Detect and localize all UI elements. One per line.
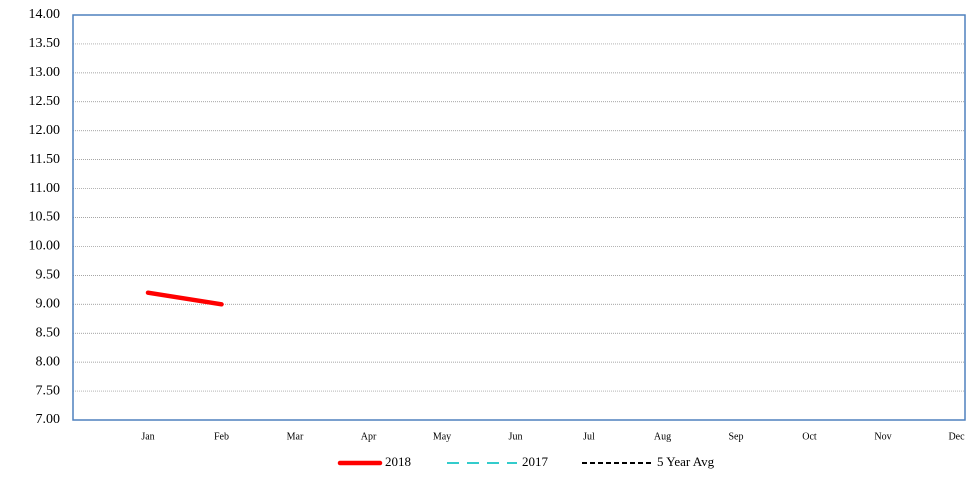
x-tick-label: May bbox=[433, 431, 451, 442]
x-tick-label: Feb bbox=[214, 431, 229, 442]
y-tick-label: 12.50 bbox=[29, 94, 61, 109]
y-tick-label: 13.50 bbox=[29, 36, 61, 51]
x-tick-label: Apr bbox=[361, 431, 377, 442]
plot-border bbox=[72, 14, 966, 421]
y-tick-label: 10.00 bbox=[29, 239, 61, 254]
y-tick-label: 7.50 bbox=[36, 383, 61, 398]
x-tick-label: Aug bbox=[654, 431, 671, 442]
y-tick-label: 10.50 bbox=[29, 210, 61, 225]
series-line bbox=[145, 290, 224, 307]
legend-label: 2018 bbox=[385, 454, 411, 469]
y-tick-label: 11.00 bbox=[29, 181, 60, 196]
x-tick-label: Nov bbox=[874, 431, 891, 442]
y-tick-label: 7.00 bbox=[36, 412, 61, 427]
x-tick-label: Dec bbox=[948, 431, 965, 442]
x-tick-label: Jan bbox=[141, 431, 154, 442]
y-tick-label: 12.00 bbox=[29, 123, 61, 138]
y-tick-label: 13.00 bbox=[29, 65, 61, 80]
x-tick-label: Mar bbox=[287, 431, 304, 442]
y-tick-label: 8.00 bbox=[36, 354, 61, 369]
x-tick-label: Jul bbox=[583, 431, 595, 442]
x-tick-label: Jun bbox=[509, 431, 523, 442]
x-tick-label: Oct bbox=[802, 431, 817, 442]
y-tick-label: 14.00 bbox=[29, 7, 61, 22]
y-tick-label: 9.00 bbox=[36, 297, 61, 312]
legend-label: 2017 bbox=[522, 454, 549, 469]
y-tick-label: 8.50 bbox=[36, 325, 61, 340]
y-tick-label: 9.50 bbox=[36, 268, 61, 283]
x-tick-label: Sep bbox=[729, 431, 744, 442]
legend-label: 5 Year Avg bbox=[657, 454, 715, 469]
y-tick-label: 11.50 bbox=[29, 152, 60, 167]
